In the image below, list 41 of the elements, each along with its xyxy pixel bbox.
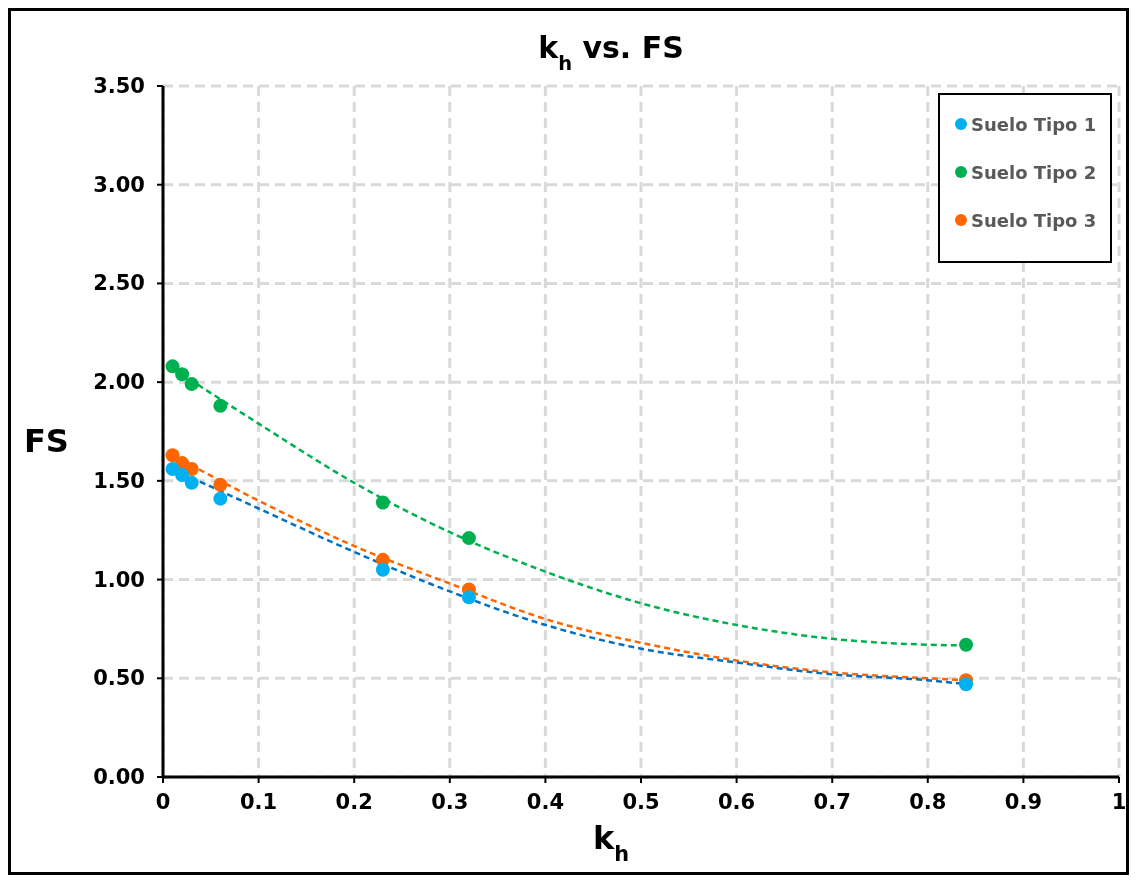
point bbox=[959, 637, 974, 652]
x-tick-label: 0.7 bbox=[813, 790, 851, 814]
x-tick-label: 0.4 bbox=[526, 790, 564, 814]
chart-title: k$_{h}$ vs. FS bbox=[538, 30, 684, 75]
x-tick-label: 0.3 bbox=[431, 790, 469, 814]
x-tick-label: 0.1 bbox=[240, 790, 278, 814]
point bbox=[165, 448, 180, 463]
y-tick-label: 0.50 bbox=[93, 666, 145, 691]
legend-label: Suelo Tipo 2 bbox=[971, 162, 1097, 183]
point bbox=[184, 377, 199, 392]
point bbox=[175, 367, 190, 382]
x-tick-label: 0.9 bbox=[1004, 790, 1042, 814]
y-tick-label: 2.50 bbox=[93, 271, 145, 296]
x-axis-title: k$_{h}$ bbox=[592, 819, 630, 866]
point bbox=[461, 590, 476, 605]
point bbox=[213, 491, 228, 506]
legend-label: Suelo Tipo 1 bbox=[971, 114, 1097, 135]
x-tick-label: 0 bbox=[155, 790, 171, 814]
y-tick-label: 1.50 bbox=[93, 468, 145, 493]
x-tick-label: 0.2 bbox=[335, 790, 373, 814]
x-tick-label: 0.6 bbox=[718, 790, 756, 814]
point bbox=[375, 562, 390, 577]
point bbox=[175, 467, 190, 482]
point bbox=[375, 495, 390, 510]
x-tick-label: 0.8 bbox=[909, 790, 947, 814]
point bbox=[165, 359, 180, 374]
y-tick-label: 1.00 bbox=[93, 567, 145, 592]
x-tick-label: 0.5 bbox=[622, 790, 660, 814]
point bbox=[959, 677, 974, 692]
y-tick-label: 0.00 bbox=[93, 765, 145, 789]
x-tick-label: 1 bbox=[1111, 790, 1127, 814]
point bbox=[213, 398, 228, 413]
y-tick-label: 3.50 bbox=[93, 74, 145, 98]
point bbox=[184, 462, 199, 477]
point bbox=[461, 531, 476, 546]
legend-label: Suelo Tipo 3 bbox=[971, 210, 1097, 231]
y-tick-label: 3.00 bbox=[93, 172, 145, 197]
y-tick-label: 2.00 bbox=[93, 370, 145, 395]
point bbox=[184, 475, 199, 490]
point bbox=[213, 477, 228, 492]
y-axis-title: FS bbox=[24, 421, 69, 460]
